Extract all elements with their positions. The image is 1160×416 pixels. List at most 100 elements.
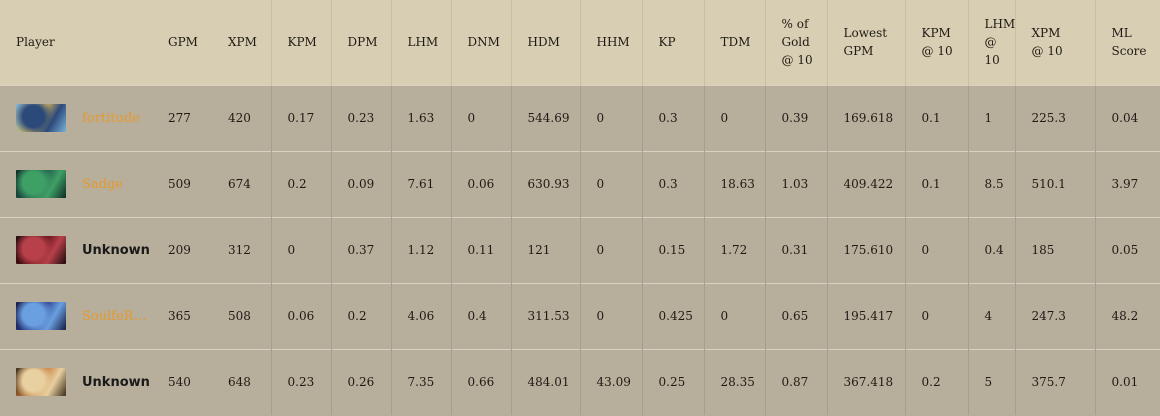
stat-cell-kpm--10: 0.1 [904,85,968,151]
stat-cell--of-gold--10: 0.65 [764,283,827,349]
column-header-11[interactable]: % of Gold @ 10 [764,0,827,85]
hero-portrait-demon[interactable] [16,236,66,264]
column-header-1[interactable]: GPM [168,35,198,50]
stat-cell-kpm--10: 0.2 [904,349,968,415]
stat-cell--of-gold--10: 0.39 [764,85,827,151]
column-header-7[interactable]: HDM [510,0,580,85]
stat-cell--of-gold--10: 0.31 [764,217,827,283]
player-name: Unknown [82,374,150,390]
stat-cell-xpm: 420 [228,111,251,125]
column-header-6[interactable]: DNM [450,0,511,85]
stat-cell-lhm: 1.12 [390,217,451,283]
stat-cell-kpm: 0.17 [270,85,331,151]
stat-cell-lowest-gpm: 409.422 [826,151,905,217]
stat-cell-dpm: 0.09 [330,151,391,217]
stat-cell-dnm: 0.66 [450,349,511,415]
stat-cell-xpm: 648 [228,375,251,390]
player-cell: Unknown [0,349,152,415]
stat-cell-hdm: 311.53 [510,283,580,349]
stat-cell--of-gold--10: 0.87 [764,349,827,415]
stat-cell-dnm: 0.06 [450,151,511,217]
stat-cell-dpm: 0.37 [330,217,391,283]
stat-cell-kp: 0.3 [641,151,704,217]
stat-cell-lhm: 7.61 [390,151,451,217]
stat-cell-ml-score: 0.05 [1094,217,1160,283]
stat-cell-ml-score: 0.04 [1094,85,1160,151]
stat-cell-hdm: 121 [510,217,580,283]
stat-cell-lhm--10: 8.5 [967,151,1015,217]
stat-cell-kpm--10: 0 [904,217,968,283]
stat-cell-hdm: 630.93 [510,151,580,217]
stat-cell-xpm: 312 [228,243,251,257]
column-header-3[interactable]: KPM [270,0,331,85]
column-header-16[interactable]: ML Score [1094,0,1160,85]
stat-cell-dnm: 0.11 [450,217,511,283]
table-row: SoulfeR_... 365 508 0.06 0.2 4.06 0.4 311.53 0 0.… [0,283,1160,349]
player-cell: fortitude [0,85,152,151]
stat-cell-lhm--10: 5 [967,349,1015,415]
player-name[interactable]: SoulfeR_... [82,308,152,324]
column-header-0[interactable]: Player [16,35,55,50]
column-header-12[interactable]: Lowest GPM [826,0,905,85]
column-header-9[interactable]: KP [641,0,704,85]
player-cell: Unknown [0,217,152,283]
stat-cell-tdm: 18.63 [703,151,765,217]
stat-cell-xpm--10: 375.7 [1014,349,1095,415]
column-header-15[interactable]: XPM @ 10 [1014,0,1095,85]
column-header-4[interactable]: DPM [330,0,391,85]
table-row: fortitude 277 420 0.17 0.23 1.63 0 544.69 0 0.3 0 0… [0,85,1160,151]
stat-cell-xpm--10: 510.1 [1014,151,1095,217]
stat-cell-hhm: 0 [579,151,642,217]
player-name[interactable]: Sadge [82,176,123,192]
stat-cell-lhm: 4.06 [390,283,451,349]
player-name: Unknown [82,242,150,258]
stat-cell-lhm--10: 0.4 [967,217,1015,283]
column-header-2[interactable]: XPM [228,35,257,50]
stat-cell-lhm: 7.35 [390,349,451,415]
table-row: Unknown 540 648 0.23 0.26 7.35 0.66 484.01 43.09… [0,349,1160,415]
table-header-row: Player GPM XPM KPM DPM LHM DNM HDM HHM KP TDM% of … [0,0,1160,85]
stat-cell-kp: 0.3 [641,85,704,151]
stat-cell-ml-score: 3.97 [1094,151,1160,217]
stat-cell-tdm: 1.72 [703,217,765,283]
stat-cell-kpm: 0.06 [270,283,331,349]
stat-cell--of-gold--10: 1.03 [764,151,827,217]
hero-portrait-keeper[interactable] [16,104,66,132]
stat-cell-gpm: 365 [168,309,191,323]
stat-cell-xpm: 674 [228,177,251,191]
stat-cell-kp: 0.15 [641,217,704,283]
stat-cell-xpm--10: 185 [1014,217,1095,283]
stat-cell-dpm: 0.26 [330,349,391,415]
stat-cell-gpm: 540 [168,375,191,390]
stat-cell-kpm--10: 0 [904,283,968,349]
stat-cell-tdm: 0 [703,85,765,151]
column-header-5[interactable]: LHM [390,0,451,85]
stat-cell-dnm: 0.4 [450,283,511,349]
stat-cell-lhm--10: 1 [967,85,1015,151]
column-header-14[interactable]: LHM @ 10 [967,0,1015,85]
hero-portrait-warrior[interactable] [16,368,66,397]
stat-cell-kpm: 0 [270,217,331,283]
stat-cell-dpm: 0.23 [330,85,391,151]
stat-cell-lowest-gpm: 175.610 [826,217,905,283]
stat-cell-lowest-gpm: 195.417 [826,283,905,349]
stat-cell-hdm: 544.69 [510,85,580,151]
stat-cell-gpm: 209 [168,243,191,257]
stat-cell-hhm: 0 [579,283,642,349]
stat-cell-kp: 0.425 [641,283,704,349]
stat-cell-ml-score: 0.01 [1094,349,1160,415]
stat-cell-xpm: 508 [228,309,251,323]
column-header-10[interactable]: TDM [703,0,765,85]
stat-cell-dpm: 0.2 [330,283,391,349]
hero-portrait-tidehunter[interactable] [16,170,66,198]
column-header-13[interactable]: KPM @ 10 [904,0,968,85]
hero-portrait-spirit[interactable] [16,302,66,330]
stat-cell-lowest-gpm: 169.618 [826,85,905,151]
stat-cell-tdm: 0 [703,283,765,349]
column-header-8[interactable]: HHM [579,0,642,85]
stat-cell-tdm: 28.35 [703,349,765,415]
player-name[interactable]: fortitude [82,110,140,126]
stat-cell-xpm--10: 247.3 [1014,283,1095,349]
stat-cell-lhm--10: 4 [967,283,1015,349]
